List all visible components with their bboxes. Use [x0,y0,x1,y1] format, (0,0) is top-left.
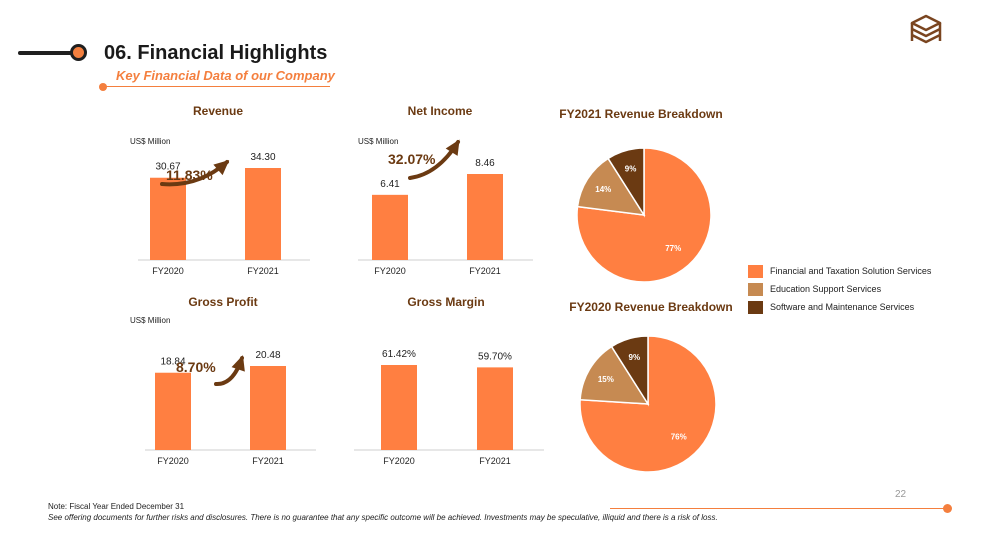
growth-arrow-head [213,160,230,176]
revenue-bar-chart: Revenue US$ Million 30.67 FY2020 34.30 FY2021… [130,104,310,276]
data-label: 8.46 [475,158,495,169]
tick-label: FY2020 [383,456,415,466]
legend-swatch-education [748,282,763,296]
legend-label: Education Support Services [770,284,882,294]
growth-arrow-head [231,355,245,372]
page-number: 22 [895,489,907,500]
slice-label: 76% [671,433,687,442]
slice-label: 77% [665,244,681,253]
unit-label: US$ Million [130,316,170,325]
slice-label: 14% [595,185,611,194]
legend-swatch-software [748,300,763,314]
disclaimer: See offering documents for further risks… [48,513,718,522]
chart-title: FY2020 Revenue Breakdown [569,300,732,314]
data-label: 61.42% [382,349,416,360]
tick-label: FY2020 [157,456,189,466]
growth-arrow-head [445,139,460,156]
tick-label: FY2021 [479,456,511,466]
growth-label: 32.07% [388,151,436,167]
tick-label: FY2021 [469,266,501,276]
chart-title: Net Income [408,104,473,118]
subtitle-underline [104,86,330,87]
fy2021-revenue-pie-chart: FY2021 Revenue Breakdown 77% 14% 9% [559,107,723,283]
header-accent-line [18,51,80,55]
pie-slice [576,147,712,283]
data-label: 30.67 [155,162,180,173]
growth-label: 11.83% [166,167,213,183]
company-logo-icon [910,14,942,44]
chart-title: Gross Profit [188,295,257,309]
pie-slice [579,345,650,405]
tick-label: FY2020 [374,266,406,276]
pie-slice [607,147,645,218]
page-title: 06. Financial Highlights [104,42,328,64]
header-accent-dot [70,44,87,61]
unit-label: US$ Million [358,137,398,146]
slice-label: 9% [629,353,641,362]
pie-slice [576,157,646,216]
data-label: 59.70% [478,351,512,362]
tick-label: FY2021 [252,456,284,466]
legend-item: Financial and Taxation Solution Services [748,262,931,280]
data-label: 20.48 [255,350,280,361]
bar [150,177,186,260]
pie-legend: Financial and Taxation Solution Services… [748,262,931,316]
bar [245,168,281,260]
slice-label: 15% [598,375,614,384]
bar [250,366,286,450]
footer-dot [943,504,952,513]
net-income-bar-chart: Net Income US$ Million 6.41 FY2020 8.46 FY202… [358,104,533,276]
chart-title: Gross Margin [407,295,484,309]
data-label: 6.41 [380,179,400,190]
legend-label: Software and Maintenance Services [770,302,915,312]
tick-label: FY2021 [247,266,279,276]
growth-label: 8.70% [176,359,216,375]
slice-label: 9% [625,165,637,174]
subtitle-dot [99,83,107,91]
gross-margin-bar-chart: Gross Margin 61.42% FY2020 59.70% FY2021 [354,295,544,466]
bar [467,174,503,260]
bar [477,367,513,450]
footnote: Note: Fiscal Year Ended December 31 [48,502,185,511]
chart-title: FY2021 Revenue Breakdown [559,107,722,121]
bar [372,194,408,260]
legend-label: Financial and Taxation Solution Services [770,266,932,276]
chart-title: Revenue [193,104,243,118]
unit-label: US$ Million [130,137,170,146]
gross-profit-bar-chart: Gross Profit US$ Million 18.84 FY2020 20.48 F… [130,295,316,466]
bar [155,372,191,450]
tick-label: FY2020 [152,266,184,276]
legend-item: Software and Maintenance Services [748,298,931,316]
fy2020-revenue-pie-chart: FY2020 Revenue Breakdown 76% 15% 9% [569,300,733,473]
data-label: 18.84 [160,357,185,368]
legend-swatch-financial [748,264,763,278]
page-subtitle: Key Financial Data of our Company [116,68,335,83]
bar [381,365,417,450]
data-label: 34.30 [250,152,275,163]
footer-line [610,508,946,509]
legend-item: Education Support Services [748,280,931,298]
pie-slice [610,335,649,407]
